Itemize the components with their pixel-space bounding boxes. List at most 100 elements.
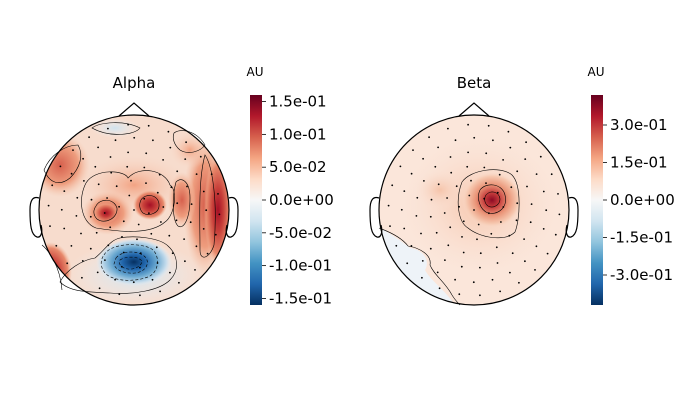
sensor-dot [143,197,146,200]
sensor-dot [473,209,475,211]
sensor-dot [189,221,192,224]
colorbar-tick-label: -3.0e-01 [610,266,673,284]
sensor-dot [462,251,465,254]
sensor-dot [66,262,69,265]
alpha-sensors [47,123,221,297]
sensor-dot [395,244,398,247]
sensor-dot [546,252,549,255]
sensor-dot [96,271,99,274]
sensor-dot [462,220,465,223]
sensor-dot [449,226,452,229]
sensor-dot [458,205,460,208]
sensor-dot [447,127,449,130]
beta-colorbar: AU 3.0e-01 1.5e-01 0.0e+00 -1.5e-01 -3.0e-01 [588,65,675,305]
sensor-dot [59,165,62,168]
sensor-dot [176,202,179,205]
sensor-dot [429,215,432,218]
sensor-dot [70,172,73,175]
sensor-dot [524,158,527,161]
colorbar-tick-label: 0.0e+00 [610,191,675,209]
sensor-dot [496,191,499,194]
sensor-dot [199,155,202,158]
sensor-dot [423,180,425,182]
sensor-dot [127,123,129,126]
sensor-dot [499,290,501,293]
sensor-dot [72,149,74,152]
sensor-dot [94,165,97,168]
sensor-dot [178,281,180,284]
sensor-dot [557,193,559,195]
alpha-contours [41,122,216,294]
sensor-dot [460,265,463,268]
sensor-dot [449,156,452,158]
sensor-dot [476,238,478,241]
sensor-dot [545,209,548,212]
sensor-dot [171,252,174,255]
sensor-dot [160,221,162,223]
sensor-dot [487,124,490,127]
sensor-dot [107,127,109,130]
sensor-dot [205,209,208,212]
sensor-dot [106,197,108,199]
beta-sensors [387,123,561,297]
sensor-dot [147,124,150,127]
panel-alpha: Alpha [29,65,334,307]
sensor-dot [406,262,409,265]
sensor-dot [535,173,538,176]
sensor-dot [89,247,92,250]
sensor-dot [118,293,121,296]
sensor-dot [558,213,561,216]
sensor-dot [162,206,165,208]
sensor-dot [82,157,84,160]
sensor-dot [151,278,154,281]
sensor-dot [420,232,422,235]
alpha-colorbar-unit: AU [247,65,264,79]
sensor-dot [400,208,403,211]
sensor-dot [194,269,196,271]
sensor-dot [415,215,418,217]
alpha-colorbar-bar [250,95,262,305]
sensor-dot [509,271,511,274]
sensor-dot [466,165,469,168]
sensor-dot [454,278,456,281]
sensor-dot [509,146,512,149]
alpha-colorbar-ticks: 1.5e-01 1.0e-01 5.0e-02 0.0e+00 -5.0e-02 -1.0… [262,93,334,307]
sensor-dot [133,136,136,139]
sensor-dot [75,215,78,217]
sensor-dot [502,159,504,161]
sensor-dot [217,193,219,195]
colorbar-tick-label: -1.5e-01 [269,289,332,307]
sensor-dot [170,186,173,189]
sensor-dot [410,245,413,247]
sensor-dot [458,293,461,296]
sensor-dot [437,146,439,149]
sensor-dot [515,219,518,222]
sensor-dot [186,185,188,188]
sensor-dot [467,123,469,126]
sensor-dot [403,227,406,230]
sensor-dot [526,185,528,188]
sensor-dot [422,157,424,160]
sensor-dot [81,260,84,262]
sensor-dot [491,278,494,281]
sensor-dot [115,185,118,188]
sensor-dot [542,190,545,193]
sensor-dot [184,158,187,161]
colorbar-tick-label: 3.0e-01 [610,116,668,134]
sensor-dot [438,287,441,290]
sensor-dot [195,245,198,248]
sensor-dot [455,185,458,188]
sensor-dot [479,252,482,255]
colorbar-tick-label: 1.5e-01 [269,93,327,111]
sensor-dot [485,152,488,155]
sensor-dot [76,196,79,199]
sensor-dot [122,251,125,254]
sensor-dot [195,173,198,176]
sensor-dot [550,173,553,176]
sensor-dot [429,247,432,250]
sensor-dot [120,265,123,268]
sensor-dot [434,165,437,168]
sensor-dot [184,260,186,263]
sensor-dot [104,259,106,261]
sensor-dot [185,141,188,144]
